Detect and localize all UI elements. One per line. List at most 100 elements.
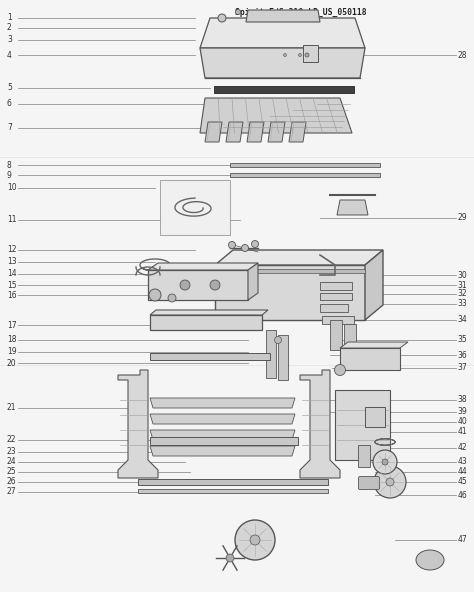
Circle shape <box>305 53 309 57</box>
Circle shape <box>149 289 161 301</box>
Text: 22: 22 <box>7 436 17 445</box>
Bar <box>278 335 288 380</box>
Bar <box>365 407 385 427</box>
Text: 38: 38 <box>457 395 467 404</box>
Circle shape <box>252 240 258 247</box>
Polygon shape <box>300 370 340 478</box>
Text: 37: 37 <box>457 363 467 372</box>
Polygon shape <box>150 430 295 440</box>
Polygon shape <box>226 122 243 142</box>
Text: 43: 43 <box>457 458 467 466</box>
Text: 36: 36 <box>457 350 467 359</box>
Text: 14: 14 <box>7 269 17 278</box>
Bar <box>230 163 380 167</box>
Text: 8: 8 <box>7 160 12 169</box>
Text: 1: 1 <box>7 14 12 22</box>
Text: 4: 4 <box>7 50 12 60</box>
Polygon shape <box>200 18 365 48</box>
Text: 32: 32 <box>457 289 467 298</box>
Polygon shape <box>200 98 352 133</box>
Text: 25: 25 <box>7 468 17 477</box>
Polygon shape <box>150 398 295 408</box>
Bar <box>214 86 354 93</box>
Text: 19: 19 <box>7 348 17 356</box>
Text: 3: 3 <box>7 36 12 44</box>
Text: 34: 34 <box>457 316 467 324</box>
FancyBboxPatch shape <box>358 477 380 490</box>
Bar <box>230 173 380 177</box>
Text: 39: 39 <box>457 407 467 417</box>
Text: 35: 35 <box>457 336 467 345</box>
Bar <box>266 330 276 378</box>
Text: 21: 21 <box>7 404 17 413</box>
Polygon shape <box>365 250 383 320</box>
Circle shape <box>218 14 226 22</box>
Text: 40: 40 <box>457 417 467 426</box>
Circle shape <box>168 294 176 302</box>
Text: 23: 23 <box>7 448 17 456</box>
Text: 16: 16 <box>7 291 17 300</box>
Circle shape <box>180 280 190 290</box>
Text: 6: 6 <box>7 99 12 108</box>
Polygon shape <box>215 265 365 320</box>
Circle shape <box>299 53 301 56</box>
Circle shape <box>241 244 248 252</box>
Bar <box>320 293 352 300</box>
Circle shape <box>374 466 406 498</box>
Text: 2: 2 <box>7 24 12 33</box>
Text: 31: 31 <box>457 281 467 289</box>
Bar <box>322 316 354 324</box>
Text: 27: 27 <box>7 487 17 497</box>
Circle shape <box>226 554 234 562</box>
Text: 29: 29 <box>457 214 467 223</box>
Polygon shape <box>150 414 295 424</box>
Polygon shape <box>268 122 285 142</box>
Text: 7: 7 <box>7 124 12 133</box>
Circle shape <box>386 478 394 486</box>
Polygon shape <box>337 200 368 215</box>
Polygon shape <box>150 315 262 330</box>
Circle shape <box>373 450 397 474</box>
Bar <box>223 269 365 273</box>
Polygon shape <box>247 122 264 142</box>
Polygon shape <box>148 270 248 300</box>
Text: Spirit E/S-210_LP_US_050118: Spirit E/S-210_LP_US_050118 <box>235 8 366 17</box>
Polygon shape <box>335 390 390 460</box>
Text: 28: 28 <box>457 50 467 60</box>
Circle shape <box>235 520 275 560</box>
Text: 24: 24 <box>7 458 17 466</box>
Circle shape <box>335 365 346 375</box>
Bar <box>344 324 356 352</box>
Circle shape <box>236 9 240 14</box>
Text: 47: 47 <box>457 536 467 545</box>
Polygon shape <box>150 310 268 315</box>
Text: 12: 12 <box>7 246 17 255</box>
Bar <box>320 282 352 290</box>
Text: 17: 17 <box>7 320 17 330</box>
Polygon shape <box>118 370 158 478</box>
Polygon shape <box>340 342 408 348</box>
Bar <box>150 437 298 445</box>
Text: 13: 13 <box>7 258 17 266</box>
Text: 20: 20 <box>7 359 17 368</box>
Polygon shape <box>148 263 258 270</box>
Polygon shape <box>303 45 318 62</box>
Bar <box>358 445 370 467</box>
Text: 10: 10 <box>7 184 17 192</box>
Bar <box>330 320 342 350</box>
Circle shape <box>250 535 260 545</box>
Polygon shape <box>150 446 295 456</box>
Text: 15: 15 <box>7 281 17 289</box>
Polygon shape <box>246 10 320 22</box>
Text: 18: 18 <box>7 336 17 345</box>
Polygon shape <box>416 550 444 570</box>
Text: 26: 26 <box>7 478 17 487</box>
Text: 46: 46 <box>457 491 467 500</box>
Circle shape <box>210 280 220 290</box>
Bar <box>138 479 328 485</box>
Circle shape <box>283 53 286 56</box>
Bar <box>138 489 328 493</box>
Polygon shape <box>289 122 306 142</box>
Circle shape <box>382 459 388 465</box>
Polygon shape <box>340 348 400 370</box>
